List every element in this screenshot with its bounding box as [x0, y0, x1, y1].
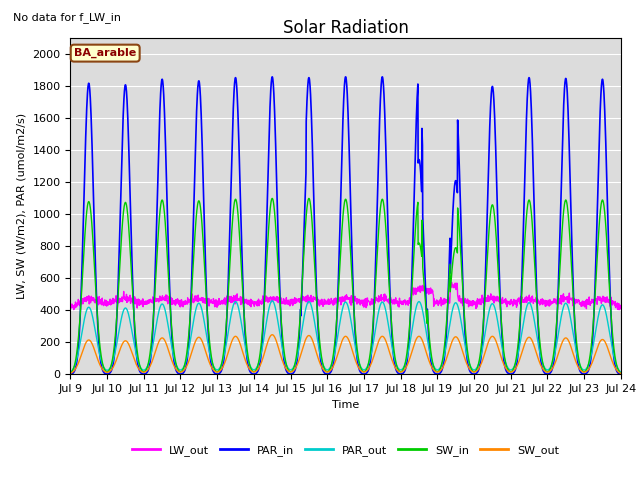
PAR_in: [220, 357, 228, 362]
LW_out: [67, 304, 74, 310]
SW_out: [268, 332, 276, 337]
PAR_in: [362, 371, 369, 377]
Line: PAR_out: PAR_out: [70, 301, 621, 372]
SW_out: [584, 368, 591, 373]
Text: BA_arable: BA_arable: [74, 48, 136, 58]
LW_out: [506, 302, 514, 308]
PAR_in: [617, 372, 625, 377]
Title: Solar Radiation: Solar Radiation: [283, 19, 408, 37]
PAR_out: [268, 298, 276, 304]
SW_out: [568, 348, 576, 354]
Line: LW_out: LW_out: [70, 282, 621, 310]
SW_out: [220, 362, 228, 368]
SW_in: [362, 368, 369, 373]
PAR_out: [506, 367, 513, 372]
PAR_out: [617, 369, 625, 375]
PAR_in: [67, 372, 74, 377]
Line: PAR_in: PAR_in: [70, 77, 621, 374]
LW_out: [362, 298, 369, 304]
PAR_out: [584, 364, 591, 370]
PAR_in: [568, 258, 576, 264]
Line: SW_in: SW_in: [70, 198, 621, 373]
SW_out: [506, 369, 513, 375]
SW_in: [568, 279, 576, 285]
LW_out: [374, 297, 381, 302]
Line: SW_out: SW_out: [70, 335, 621, 373]
SW_in: [584, 364, 591, 370]
PAR_in: [374, 188, 381, 194]
LW_out: [447, 279, 454, 285]
PAR_out: [568, 326, 576, 332]
SW_in: [268, 195, 276, 201]
PAR_out: [374, 314, 381, 320]
LW_out: [569, 296, 577, 302]
PAR_out: [220, 353, 228, 359]
PAR_in: [584, 369, 591, 375]
SW_out: [374, 341, 381, 347]
SW_in: [220, 347, 228, 353]
SW_in: [506, 369, 513, 374]
LW_out: [70, 307, 77, 312]
PAR_out: [67, 370, 74, 375]
Y-axis label: LW, SW (W/m2), PAR (umol/m2/s): LW, SW (W/m2), PAR (umol/m2/s): [17, 113, 27, 300]
X-axis label: Time: Time: [332, 400, 359, 409]
PAR_in: [268, 74, 276, 80]
SW_in: [67, 370, 74, 376]
Text: No data for f_LW_in: No data for f_LW_in: [13, 12, 121, 23]
SW_out: [67, 371, 74, 376]
SW_out: [362, 369, 369, 374]
SW_in: [374, 244, 381, 250]
PAR_out: [362, 366, 369, 372]
Legend: LW_out, PAR_in, PAR_out, SW_in, SW_out: LW_out, PAR_in, PAR_out, SW_in, SW_out: [128, 441, 563, 460]
LW_out: [220, 296, 228, 302]
SW_out: [617, 371, 625, 376]
LW_out: [584, 298, 592, 304]
SW_in: [617, 370, 625, 376]
LW_out: [617, 304, 625, 310]
PAR_in: [506, 371, 513, 377]
